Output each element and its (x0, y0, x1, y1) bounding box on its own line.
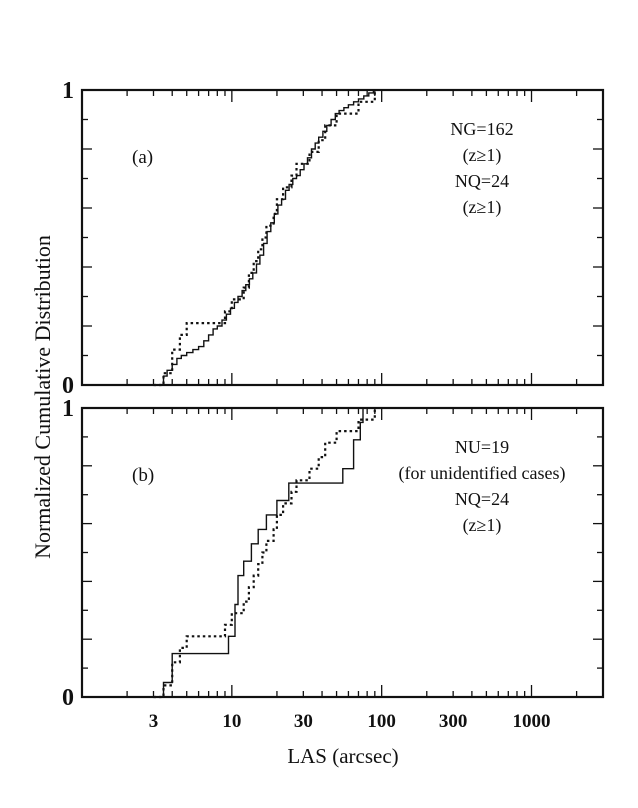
annotation-text: (for unidentified cases) (399, 463, 566, 484)
y-axis-label: Normalized Cumulative Distribution (30, 235, 55, 559)
y-tick-label: 1 (62, 78, 74, 104)
panel-a: 0 1 (a) NG=162 (z≥1) NQ=24 (z≥1) (62, 78, 605, 399)
annotation-text: NU=19 (455, 437, 509, 457)
annotation-text: (z≥1) (463, 197, 502, 218)
panel-label: (a) (132, 147, 153, 168)
panel-label: (b) (132, 465, 154, 486)
annotation-text: NQ=24 (455, 489, 509, 509)
x-tick-label: 1000 (513, 711, 551, 732)
annotation-text: (z≥1) (463, 145, 502, 166)
series-line-nq-dotted (153, 408, 376, 699)
annotation-text: NG=162 (450, 119, 513, 139)
series-line-nu-solid (157, 408, 364, 698)
x-tick-label: 300 (439, 711, 468, 732)
series-line-nq-dotted (153, 90, 376, 387)
x-tick-label: 30 (294, 711, 313, 732)
panel-b: 0 1 3 10 30 100 300 1000 (b) NU=19 (for unidentifi… (62, 396, 605, 732)
x-tick-label: 100 (367, 711, 396, 732)
series-line-ng-solid (159, 89, 379, 386)
x-axis-label: LAS (arcsec) (287, 744, 398, 768)
y-tick-label: 0 (62, 373, 74, 399)
y-tick-label: 1 (62, 396, 74, 422)
x-tick-label: 3 (149, 711, 159, 732)
y-tick-label: 0 (62, 685, 74, 711)
plot-frame (80, 88, 605, 387)
annotation-text: (z≥1) (463, 515, 502, 536)
x-tick-label: 10 (222, 711, 241, 732)
annotation-text: NQ=24 (455, 171, 509, 191)
plot-frame (80, 406, 605, 699)
